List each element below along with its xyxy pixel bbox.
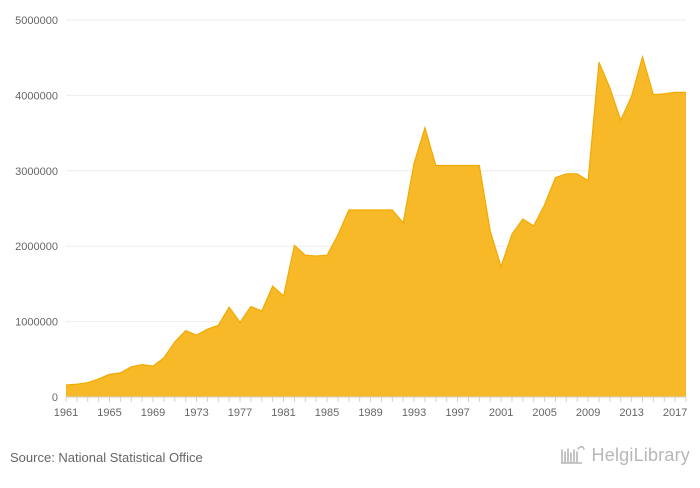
- area-series-outline: [65, 54, 686, 386]
- x-tick-label: 1989: [358, 407, 382, 419]
- source-note: Source: National Statistical Office: [10, 450, 203, 465]
- x-tick-label: 1973: [184, 407, 208, 419]
- x-tick-label: 2009: [576, 407, 600, 419]
- library-logo-icon: [560, 446, 585, 464]
- x-tick-label: 1993: [402, 407, 426, 419]
- x-tick-label: 2001: [489, 407, 513, 419]
- y-tick-label: 1000000: [15, 317, 58, 329]
- logo-text: HelgiLibrary: [591, 445, 690, 465]
- x-tick-label: 1997: [445, 407, 469, 419]
- x-tick-label: 1969: [141, 407, 165, 419]
- y-tick-label: 2000000: [15, 241, 58, 253]
- y-tick-label: 4000000: [15, 90, 58, 102]
- y-tick-label: 0: [52, 392, 58, 404]
- x-tick-label: 1985: [315, 407, 339, 419]
- x-tick-label: 2005: [532, 407, 556, 419]
- x-tick-label: 1965: [97, 407, 121, 419]
- x-tick-label: 1981: [271, 407, 295, 419]
- y-tick-label: 5000000: [15, 15, 58, 27]
- x-tick-label: 1961: [54, 407, 78, 419]
- y-tick-label: 3000000: [15, 166, 58, 178]
- area-series: [66, 56, 686, 398]
- x-tick-label: 2017: [663, 407, 687, 419]
- x-tick-label: 2013: [619, 407, 643, 419]
- helgi-library-logo: HelgiLibrary: [560, 444, 690, 466]
- x-tick-label: 1977: [228, 407, 252, 419]
